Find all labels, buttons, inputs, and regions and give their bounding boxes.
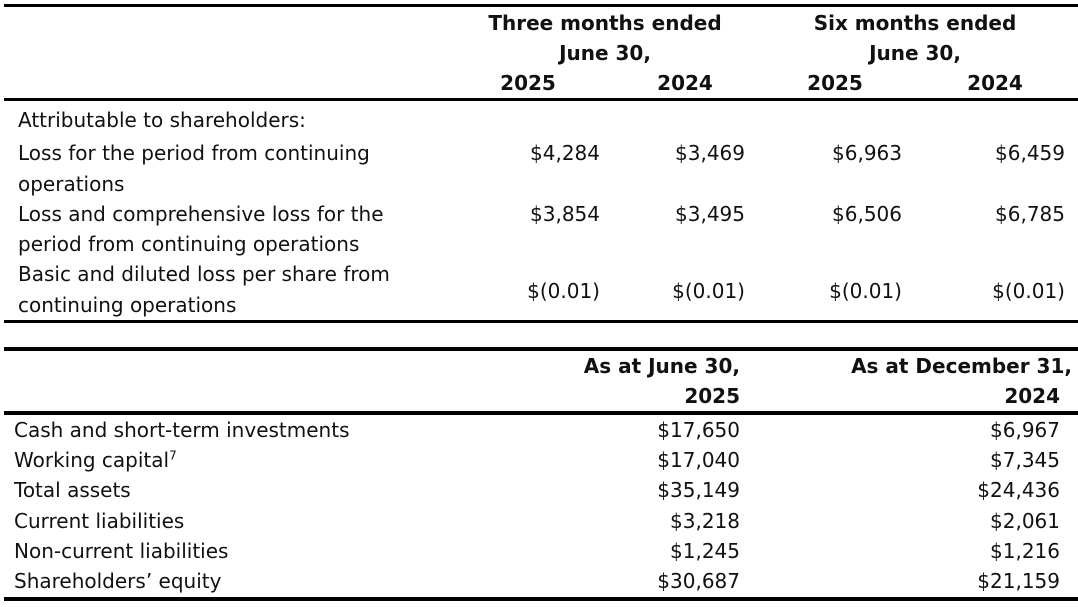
value-june-2025: $17,650 <box>657 418 740 442</box>
footnote-marker: 7 <box>169 448 177 463</box>
value-june-2025: $1,245 <box>670 539 740 563</box>
value-six-2024: $6,785 <box>995 202 1065 226</box>
value-december-2024: $2,061 <box>990 509 1060 533</box>
value-june-2025: $35,149 <box>657 478 740 502</box>
table1-top-rule <box>4 4 1078 7</box>
table1-bottom-rule <box>4 320 1078 323</box>
value-december-2024: $6,967 <box>990 418 1060 442</box>
value-three-2024: $(0.01) <box>672 279 745 303</box>
section-label: Attributable to shareholders: <box>18 108 306 132</box>
year-header-six-2025: 2025 <box>807 71 863 95</box>
six-months-header-line1: Six months ended <box>813 11 1017 35</box>
value-six-2025: $6,963 <box>832 141 902 165</box>
as-at-june-header-line1: As at June 30, <box>583 354 740 378</box>
value-six-2024: $(0.01) <box>992 279 1065 303</box>
row-label: Non-current liabilities <box>14 539 229 563</box>
value-three-2025: $3,854 <box>530 202 600 226</box>
row-label: Shareholders’ equity <box>14 569 222 593</box>
row-label: Basic and diluted loss per share from <box>18 262 390 286</box>
year-header-three-2024: 2024 <box>657 71 713 95</box>
value-december-2024: $7,345 <box>990 448 1060 472</box>
three-months-header-line2: June 30, <box>559 41 651 65</box>
row-label: operations <box>18 172 125 196</box>
value-june-2025: $3,218 <box>670 509 740 533</box>
value-three-2025: $(0.01) <box>527 279 600 303</box>
value-six-2024: $6,459 <box>995 141 1065 165</box>
table2-bottom-rule <box>4 597 1078 601</box>
value-six-2025: $6,506 <box>832 202 902 226</box>
table2-header-rule <box>4 411 1078 415</box>
value-december-2024: $24,436 <box>977 478 1060 502</box>
row-label: Working capital7 <box>14 445 177 475</box>
value-june-2025: $17,040 <box>657 448 740 472</box>
value-six-2025: $(0.01) <box>829 279 902 303</box>
value-three-2024: $3,495 <box>675 202 745 226</box>
six-months-header-line2: June 30, <box>869 41 961 65</box>
as-at-june-header-line2: 2025 <box>684 384 740 408</box>
value-december-2024: $1,216 <box>990 539 1060 563</box>
row-label: period from continuing operations <box>18 232 360 256</box>
table1-header-rule <box>4 98 1078 101</box>
value-december-2024: $21,159 <box>977 569 1060 593</box>
value-june-2025: $30,687 <box>657 569 740 593</box>
row-label: Total assets <box>14 478 131 502</box>
year-header-six-2024: 2024 <box>967 71 1023 95</box>
row-label: continuing operations <box>18 293 237 317</box>
row-label-text: Working capital <box>14 448 170 472</box>
row-label: Cash and short-term investments <box>14 418 350 442</box>
as-at-december-header-line1: As at December 31, <box>851 354 1072 378</box>
row-label: Current liabilities <box>14 509 185 533</box>
row-label: Loss and comprehensive loss for the <box>18 202 384 226</box>
three-months-header-line1: Three months ended <box>488 11 722 35</box>
table2-top-rule <box>4 347 1078 351</box>
as-at-december-header-line2: 2024 <box>1004 384 1060 408</box>
value-three-2024: $3,469 <box>675 141 745 165</box>
value-three-2025: $4,284 <box>530 141 600 165</box>
year-header-three-2025: 2025 <box>500 71 556 95</box>
row-label: Loss for the period from continuing <box>18 141 370 165</box>
